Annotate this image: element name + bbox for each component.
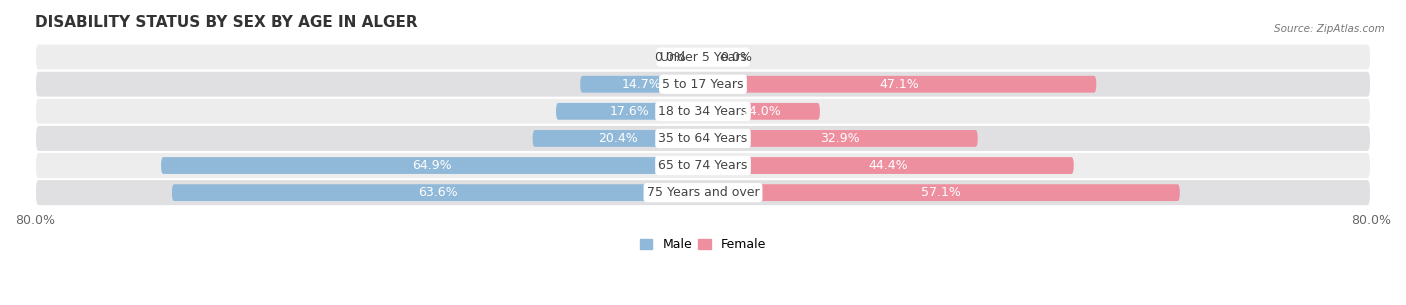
FancyBboxPatch shape [35, 125, 1371, 152]
Text: DISABILITY STATUS BY SEX BY AGE IN ALGER: DISABILITY STATUS BY SEX BY AGE IN ALGER [35, 15, 418, 30]
Text: 63.6%: 63.6% [418, 186, 457, 199]
Text: 44.4%: 44.4% [869, 159, 908, 172]
FancyBboxPatch shape [533, 130, 703, 147]
Text: 32.9%: 32.9% [821, 132, 860, 145]
FancyBboxPatch shape [35, 44, 1371, 71]
Text: 5 to 17 Years: 5 to 17 Years [662, 78, 744, 91]
Text: Under 5 Years: Under 5 Years [659, 51, 747, 64]
FancyBboxPatch shape [35, 152, 1371, 179]
FancyBboxPatch shape [703, 130, 977, 147]
FancyBboxPatch shape [703, 157, 1074, 174]
Text: 57.1%: 57.1% [921, 186, 962, 199]
Text: 14.7%: 14.7% [621, 78, 661, 91]
FancyBboxPatch shape [35, 98, 1371, 125]
Text: 64.9%: 64.9% [412, 159, 451, 172]
FancyBboxPatch shape [162, 157, 703, 174]
FancyBboxPatch shape [555, 103, 703, 120]
Text: 14.0%: 14.0% [741, 105, 782, 118]
Text: 20.4%: 20.4% [598, 132, 638, 145]
FancyBboxPatch shape [35, 71, 1371, 98]
Text: 47.1%: 47.1% [880, 78, 920, 91]
Text: 0.0%: 0.0% [654, 51, 686, 64]
Text: 35 to 64 Years: 35 to 64 Years [658, 132, 748, 145]
FancyBboxPatch shape [35, 179, 1371, 206]
Text: 17.6%: 17.6% [610, 105, 650, 118]
Text: 75 Years and over: 75 Years and over [647, 186, 759, 199]
FancyBboxPatch shape [703, 184, 1180, 201]
Text: 65 to 74 Years: 65 to 74 Years [658, 159, 748, 172]
FancyBboxPatch shape [703, 103, 820, 120]
FancyBboxPatch shape [703, 76, 1097, 93]
Text: 0.0%: 0.0% [720, 51, 752, 64]
FancyBboxPatch shape [581, 76, 703, 93]
Legend: Male, Female: Male, Female [636, 233, 770, 257]
Text: Source: ZipAtlas.com: Source: ZipAtlas.com [1274, 24, 1385, 34]
Text: 18 to 34 Years: 18 to 34 Years [658, 105, 748, 118]
FancyBboxPatch shape [172, 184, 703, 201]
